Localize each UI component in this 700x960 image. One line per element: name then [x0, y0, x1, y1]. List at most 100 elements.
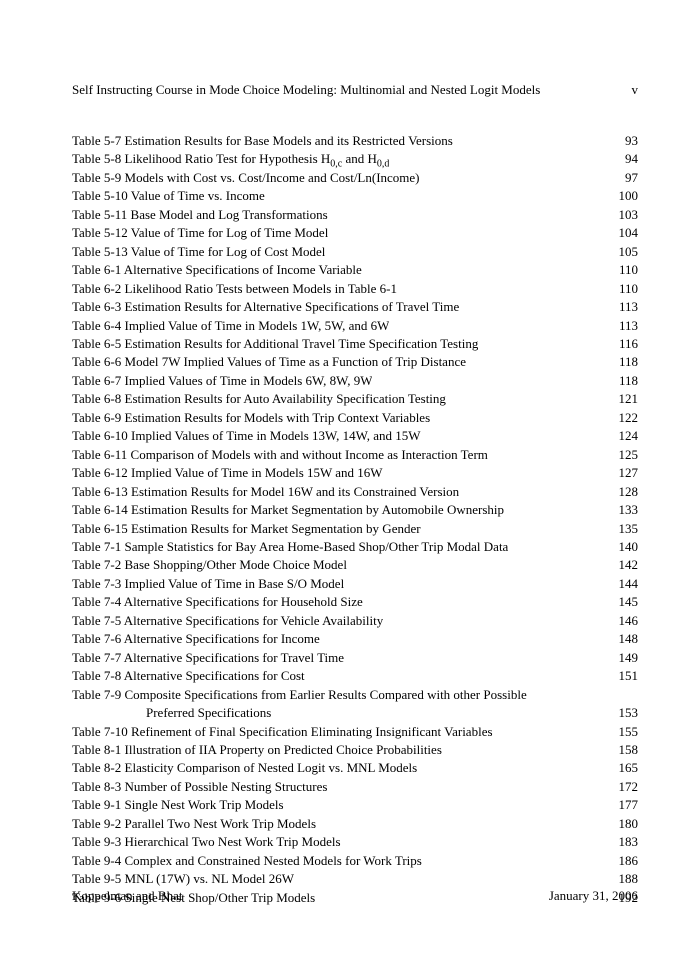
toc-row: Table 6-7 Implied Values of Time in Mode… [72, 372, 638, 390]
toc-entry-page: 142 [615, 556, 639, 574]
toc-row: Table 6-9 Estimation Results for Models … [72, 409, 638, 427]
toc-entry-title: Table 7-3 Implied Value of Time in Base … [72, 575, 344, 593]
toc-row: Table 7-6 Alternative Specifications for… [72, 630, 638, 648]
running-header: Self Instructing Course in Mode Choice M… [72, 82, 638, 98]
toc-entry-page: 97 [621, 169, 638, 187]
toc-entry-page: 118 [615, 372, 638, 390]
toc-entry-title: Table 6-15 Estimation Results for Market… [72, 520, 421, 538]
toc-entry-page: 121 [615, 390, 639, 408]
toc-row: Table 7-3 Implied Value of Time in Base … [72, 575, 638, 593]
toc-entry-title: Table 8-2 Elasticity Comparison of Neste… [72, 759, 417, 777]
toc-entry-page: 113 [615, 298, 638, 316]
toc-entry-title: Table 6-12 Implied Value of Time in Mode… [72, 464, 383, 482]
toc-row: Table 5-13 Value of Time for Log of Cost… [72, 243, 638, 261]
toc-entry-page: 144 [615, 575, 639, 593]
toc-entry-page: 128 [615, 483, 639, 501]
toc-entry-title: Table 6-1 Alternative Specifications of … [72, 261, 362, 279]
toc-row: Table 9-4 Complex and Constrained Nested… [72, 852, 638, 870]
toc-entry-page: 116 [615, 335, 638, 353]
toc-entry-title: Table 6-10 Implied Values of Time in Mod… [72, 427, 421, 445]
toc-entry-title: Table 5-10 Value of Time vs. Income [72, 187, 265, 205]
toc-entry-title: Table 8-3 Number of Possible Nesting Str… [72, 778, 327, 796]
toc-row: Table 6-12 Implied Value of Time in Mode… [72, 464, 638, 482]
toc-row: Table 6-11 Comparison of Models with and… [72, 446, 638, 464]
toc-entry-title: Table 9-1 Single Nest Work Trip Models [72, 796, 284, 814]
toc-row: Table 6-13 Estimation Results for Model … [72, 483, 638, 501]
toc-row: Table 6-15 Estimation Results for Market… [72, 520, 638, 538]
toc-entry-title: Table 7-5 Alternative Specifications for… [72, 612, 383, 630]
toc-row: Table 7-5 Alternative Specifications for… [72, 612, 638, 630]
toc-row: Table 7-8 Alternative Specifications for… [72, 667, 638, 685]
header-title: Self Instructing Course in Mode Choice M… [72, 82, 540, 98]
toc-entry-title: Table 6-13 Estimation Results for Model … [72, 483, 459, 501]
toc-entry-page: 186 [615, 852, 639, 870]
toc-entry-page: 100 [615, 187, 639, 205]
toc-row: Table 6-8 Estimation Results for Auto Av… [72, 390, 638, 408]
toc-row: Table 5-10 Value of Time vs. Income 100 [72, 187, 638, 205]
toc-row: Table 9-1 Single Nest Work Trip Models17… [72, 796, 638, 814]
toc-entry-title: Table 9-2 Parallel Two Nest Work Trip Mo… [72, 815, 316, 833]
toc-entry-page: 146 [615, 612, 639, 630]
toc-entry-title: Table 6-5 Estimation Results for Additio… [72, 335, 478, 353]
toc-row: Table 6-14 Estimation Results for Market… [72, 501, 638, 519]
toc-entry-page: 165 [615, 759, 639, 777]
toc-row: Table 8-3 Number of Possible Nesting Str… [72, 778, 638, 796]
toc-entry-page: 113 [615, 317, 638, 335]
toc-row: Preferred Specifications153 [72, 704, 638, 722]
toc-entry-page: 155 [615, 723, 639, 741]
toc-row: Table 7-1 Sample Statistics for Bay Area… [72, 538, 638, 556]
toc-entry-page: 94 [621, 150, 638, 168]
toc-entry-title: Table 7-4 Alternative Specifications for… [72, 593, 363, 611]
toc-entry-title: Table 5-7 Estimation Results for Base Mo… [72, 132, 453, 150]
toc-entry-page: 105 [615, 243, 639, 261]
toc-entry-page: 125 [615, 446, 639, 464]
toc-entry-page: 183 [615, 833, 639, 851]
toc-entry-title: Table 5-11 Base Model and Log Transforma… [72, 206, 328, 224]
toc-entry-page: 180 [615, 815, 639, 833]
toc-entry-title: Table 6-3 Estimation Results for Alterna… [72, 298, 459, 316]
toc-entry-title: Table 5-12 Value of Time for Log of Time… [72, 224, 328, 242]
toc-entry-page: 110 [615, 261, 638, 279]
toc-entry-title: Table 6-4 Implied Value of Time in Model… [72, 317, 389, 335]
toc-row: Table 6-2 Likelihood Ratio Tests between… [72, 280, 638, 298]
toc-row: Table 5-7 Estimation Results for Base Mo… [72, 132, 638, 150]
toc-entry-title: Table 9-5 MNL (17W) vs. NL Model 26W [72, 870, 294, 888]
toc-entry-page: 93 [621, 132, 638, 150]
toc-entry-title: Table 6-14 Estimation Results for Market… [72, 501, 504, 519]
header-pagenum: v [632, 82, 639, 98]
toc-entry-title: Table 7-6 Alternative Specifications for… [72, 630, 320, 648]
toc-entry-page: 127 [615, 464, 639, 482]
toc-row: Table 6-1 Alternative Specifications of … [72, 261, 638, 279]
footer-right: January 31, 2006 [549, 888, 638, 904]
toc-entry-title: Table 9-3 Hierarchical Two Nest Work Tri… [72, 833, 341, 851]
toc-row: Table 7-9 Composite Specifications from … [72, 686, 638, 704]
toc-entry-title: Table 5-9 Models with Cost vs. Cost/Inco… [72, 169, 420, 187]
toc-entry-title: Table 6-8 Estimation Results for Auto Av… [72, 390, 446, 408]
page-footer: Koppelman and Bhat January 31, 2006 [72, 888, 638, 904]
table-of-contents: Table 5-7 Estimation Results for Base Mo… [72, 132, 638, 907]
toc-row: Table 6-6 Model 7W Implied Values of Tim… [72, 353, 638, 371]
toc-entry-page: 172 [615, 778, 639, 796]
document-page: Self Instructing Course in Mode Choice M… [0, 0, 700, 960]
toc-row: Table 6-10 Implied Values of Time in Mod… [72, 427, 638, 445]
toc-entry-title: Preferred Specifications [146, 704, 271, 722]
toc-entry-page: 135 [615, 520, 639, 538]
toc-row: Table 5-12 Value of Time for Log of Time… [72, 224, 638, 242]
toc-row: Table 9-3 Hierarchical Two Nest Work Tri… [72, 833, 638, 851]
toc-entry-page: 149 [615, 649, 639, 667]
toc-row: Table 9-2 Parallel Two Nest Work Trip Mo… [72, 815, 638, 833]
toc-entry-page: 145 [615, 593, 639, 611]
toc-entry-title: Table 6-11 Comparison of Models with and… [72, 446, 488, 464]
toc-row: Table 5-9 Models with Cost vs. Cost/Inco… [72, 169, 638, 187]
toc-entry-title: Table 6-9 Estimation Results for Models … [72, 409, 430, 427]
toc-entry-title: Table 5-8 Likelihood Ratio Test for Hypo… [72, 150, 389, 168]
toc-row: Table 6-4 Implied Value of Time in Model… [72, 317, 638, 335]
toc-row: Table 6-3 Estimation Results for Alterna… [72, 298, 638, 316]
toc-entry-title: Table 8-1 Illustration of IIA Property o… [72, 741, 442, 759]
toc-row: Table 7-7 Alternative Specifications for… [72, 649, 638, 667]
toc-row: Table 7-4 Alternative Specifications for… [72, 593, 638, 611]
toc-entry-title: Table 6-2 Likelihood Ratio Tests between… [72, 280, 397, 298]
toc-entry-page: 122 [615, 409, 639, 427]
toc-entry-title: Table 6-6 Model 7W Implied Values of Tim… [72, 353, 466, 371]
toc-entry-page: 158 [615, 741, 639, 759]
